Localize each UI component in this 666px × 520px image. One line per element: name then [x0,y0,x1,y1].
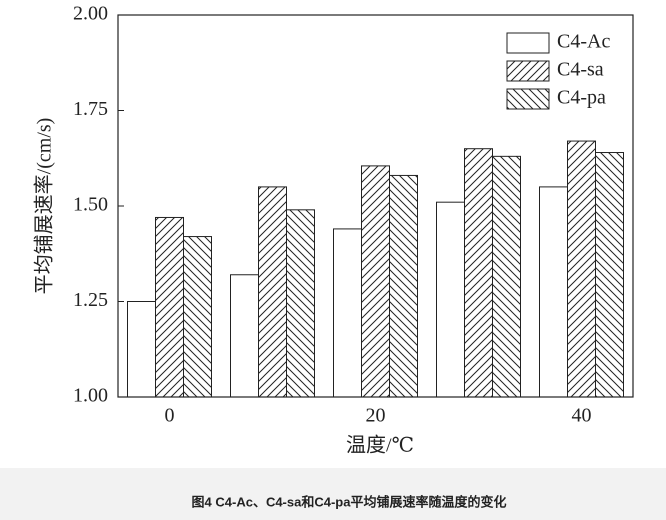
caption: 图4 C4-Ac、C4-sa和C4-pa平均铺展速率随温度的变化 [192,494,507,509]
x-tick-label: 40 [572,405,592,427]
bar [286,209,315,398]
y-tick-label: 1.75 [73,98,108,120]
plot-frame [117,14,634,398]
bar [389,174,418,398]
legend-swatch [506,88,550,110]
bar [258,186,287,398]
y-axis-label: 平均铺展速率/(cm/s) [33,118,56,295]
x-tick-label: 0 [165,405,175,427]
bar [539,186,568,398]
bar [567,140,596,398]
bar [183,236,212,398]
legend-label: C4-Ac [557,31,610,53]
bar [361,165,390,398]
legend-swatch [506,32,550,54]
legend-label: C4-pa [557,87,606,109]
caption-background [0,468,666,520]
bar [333,228,362,398]
legend-label: C4-sa [557,59,604,81]
bar [230,274,259,398]
bar [464,148,493,398]
bar [155,216,184,398]
y-tick-label: 1.00 [73,385,108,407]
x-tick-label: 20 [366,405,386,427]
x-axis-label: 温度/℃ [346,434,414,457]
y-tick-label: 2.00 [73,3,108,25]
legend-swatch [506,60,550,82]
bar [436,201,465,398]
bar [127,301,156,398]
bar [492,155,521,398]
y-tick-label: 1.25 [73,289,108,311]
y-tick-label: 1.50 [73,194,108,216]
bar [595,152,624,398]
